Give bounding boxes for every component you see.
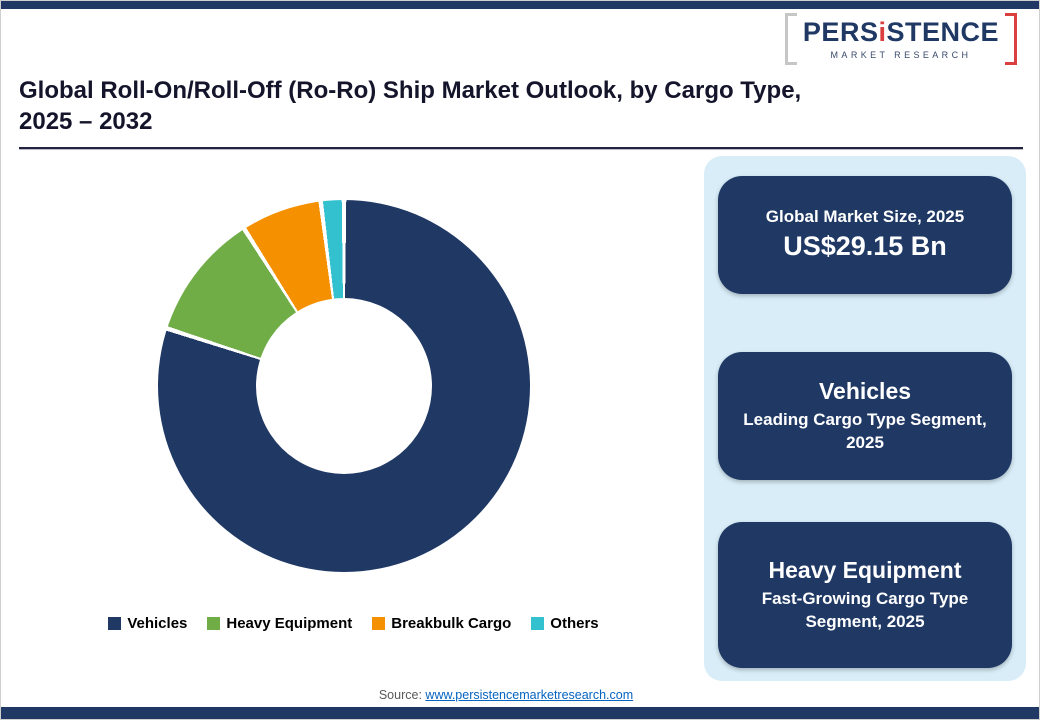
legend-label: Heavy Equipment (226, 615, 353, 632)
source-link[interactable]: www.persistencemarketresearch.com (425, 688, 634, 702)
page-title-line2: 2025 – 2032 (19, 108, 153, 136)
legend-label: Vehicles (127, 615, 188, 632)
legend-item: Others (531, 615, 599, 632)
legend-label: Breakbulk Cargo (391, 615, 512, 632)
page-title: Global Roll-On/Roll-Off (Ro-Ro) Ship Mar… (19, 75, 979, 137)
legend-swatch (108, 617, 122, 630)
leading-segment-desc: Leading Cargo Type Segment, 2025 (743, 410, 987, 452)
persistence-logo: PERSiSTENCE MARKET RESEARCH (784, 13, 1017, 65)
source-line: Source: www.persistencemarketresearch.co… (1, 688, 1011, 702)
logo-part3: STENCE (886, 16, 999, 47)
chart-legend: Vehicles Heavy Equipment Breakbulk Cargo Ot… (41, 615, 666, 632)
page-title-line1: Global Roll-On/Roll-Off (Ro-Ro) Ship Mar… (19, 77, 802, 104)
highlight-panel: Global Market Size, 2025 US$29.15 Bn Veh… (704, 156, 1026, 681)
source-label: Source: (378, 688, 422, 702)
logo-text-block: PERSiSTENCE MARKET RESEARCH (802, 16, 999, 60)
leading-segment-name: Vehicles (818, 378, 912, 405)
title-divider (19, 147, 1023, 150)
chart-area (158, 200, 530, 572)
legend-item: Breakbulk Cargo (372, 615, 511, 632)
fast-growing-segment-name: Heavy Equipment (768, 557, 962, 584)
legend-item: Heavy Equipment (207, 615, 352, 632)
logo-part2: i (878, 16, 887, 47)
bottom-accent-bar (1, 707, 1039, 719)
legend-swatch (531, 617, 545, 630)
legend-swatch (372, 617, 386, 630)
logo-subtitle: MARKET RESEARCH (830, 49, 972, 60)
market-size-label: Global Market Size, 2025 (765, 206, 965, 226)
logo-wordmark: PERSiSTENCE (802, 16, 999, 47)
logo-bracket-left-icon (784, 13, 797, 65)
market-size-card: Global Market Size, 2025 US$29.15 Bn (718, 176, 1012, 294)
top-accent-bar (1, 1, 1039, 9)
fast-growing-segment-desc: Fast-Growing Cargo Type Segment, 2025 (761, 589, 969, 631)
logo-part1: PERS (802, 16, 879, 47)
leading-segment-card: Vehicles Leading Cargo Type Segment, 202… (718, 352, 1012, 480)
legend-swatch (207, 617, 221, 630)
legend-label: Others (550, 615, 599, 632)
legend-item: Vehicles (108, 615, 187, 632)
fast-growing-segment-card: Heavy Equipment Fast-Growing Cargo Type … (718, 522, 1012, 668)
logo-bracket-right-icon (1005, 13, 1017, 65)
donut-hole (256, 298, 432, 474)
market-size-value: US$29.15 Bn (783, 230, 947, 261)
